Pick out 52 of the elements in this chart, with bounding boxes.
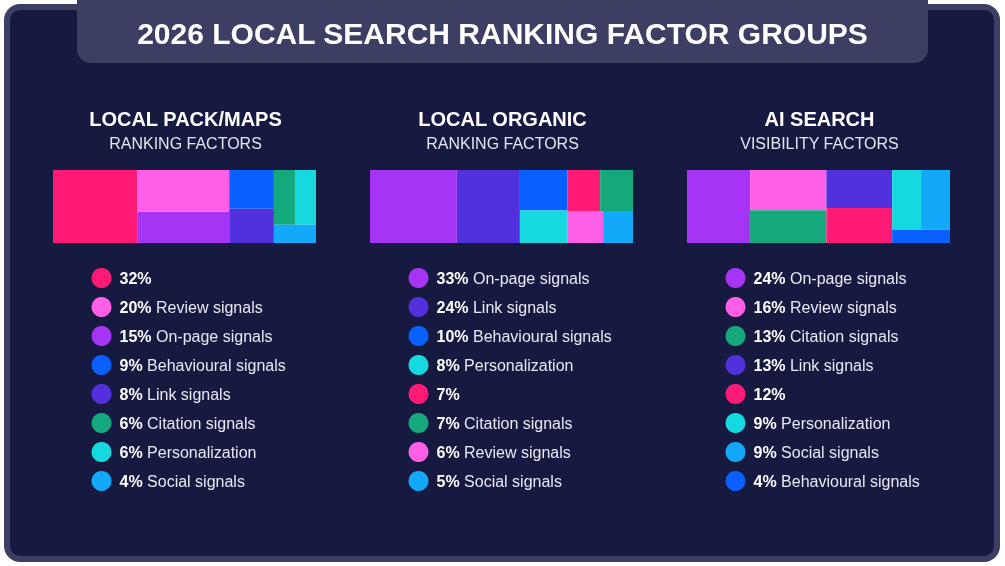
data-label: 7% (436, 414, 460, 432)
data-label: 4% (753, 472, 777, 490)
text: RANKING FACTORS (109, 134, 262, 152)
category-label: On-page signals (155, 327, 273, 345)
category-label: Personalization (781, 414, 891, 432)
category-label: Link signals (472, 298, 557, 316)
text: RANKING FACTORS (426, 134, 579, 152)
text: 2026 LOCAL SEARCH RANKING FACTOR GROUPS (137, 16, 868, 50)
data-label: 6% (119, 414, 143, 432)
category-label: Citation signals (147, 414, 256, 432)
data-label: 12% (753, 385, 786, 403)
data-label: 9% (119, 356, 143, 374)
category-label: Citation signals (789, 327, 899, 345)
category-label: On-page signals (789, 269, 907, 287)
data-label: 15% (119, 327, 152, 345)
data-label: 13% (753, 356, 786, 374)
text: AI SEARCH (764, 108, 875, 130)
data-label: 5% (436, 472, 460, 490)
text: VISIBILITY FACTORS (740, 134, 899, 152)
category-label: On-page signals (472, 269, 590, 287)
category-label: Behavioural signals (147, 356, 286, 374)
category-label: Review signals (464, 443, 571, 461)
data-label: 7% (436, 385, 460, 403)
data-label: 20% (119, 298, 152, 316)
category-label: Social signals (464, 472, 562, 490)
category-label: Personalization (147, 443, 257, 461)
category-label: Link signals (789, 356, 874, 374)
category-label: Social signals (147, 472, 245, 490)
category-label: Review signals (789, 298, 897, 316)
category-label: Personalization (464, 356, 574, 374)
data-label: 13% (753, 327, 786, 345)
text: LOCAL ORGANIC (418, 108, 587, 130)
data-label: 16% (753, 298, 786, 316)
data-label: 6% (436, 443, 460, 461)
data-label: 4% (119, 472, 143, 490)
category-label: Social signals (781, 443, 879, 461)
data-label: 32% (119, 269, 152, 287)
data-label: 8% (119, 385, 143, 403)
text: LOCAL PACK/MAPS (89, 108, 282, 130)
data-label: 9% (753, 443, 777, 461)
category-label: Review signals (155, 298, 263, 316)
data-label: 10% (436, 327, 469, 345)
data-label: 33% (436, 269, 469, 287)
data-label: 9% (753, 414, 777, 432)
category-label: Behavioural signals (472, 327, 612, 345)
data-label: 24% (753, 269, 786, 287)
data-label: 6% (119, 443, 143, 461)
data-label: 24% (436, 298, 469, 316)
data-label: 8% (436, 356, 460, 374)
category-label: Citation signals (464, 414, 573, 432)
category-label: Link signals (147, 385, 231, 403)
category-label: Behavioural signals (781, 472, 920, 490)
